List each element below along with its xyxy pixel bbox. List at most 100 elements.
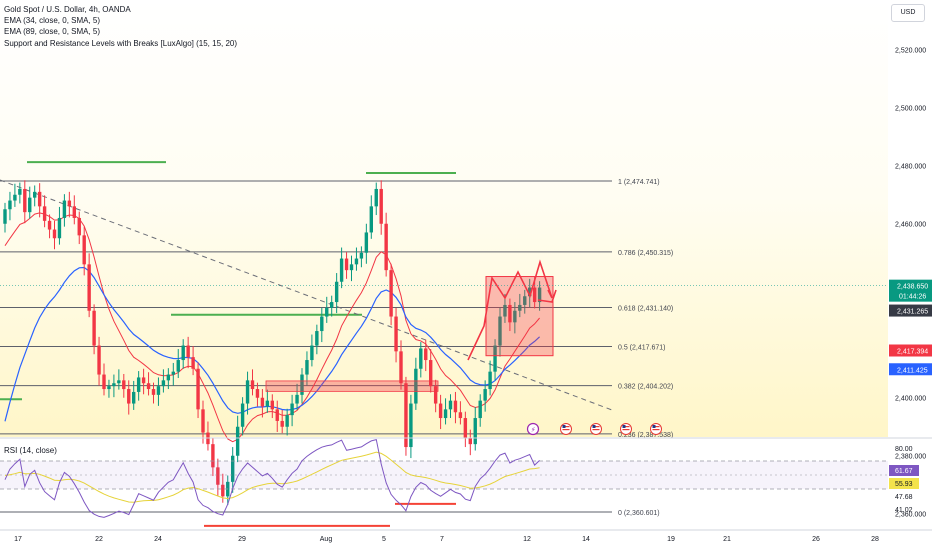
price-pane-background	[0, 0, 888, 437]
candle-body	[528, 287, 532, 297]
currency-button[interactable]: USD	[891, 4, 925, 22]
candle-body	[211, 444, 215, 468]
indicator-ema89[interactable]: EMA (89, close, 0, SMA, 5)	[4, 27, 101, 37]
candle-body	[52, 229, 57, 239]
fib-label-0-618: 0.618 (2,431.140)	[618, 305, 673, 312]
price-tick-label: 2,520.000	[895, 48, 926, 55]
candle-body	[136, 377, 141, 392]
price-tick-label: 2,400.000	[895, 396, 926, 403]
price-tick-label: 2,360.000	[895, 512, 926, 519]
candle-body	[344, 258, 349, 271]
candle-body	[161, 380, 166, 387]
price-tick-label: 2,500.000	[895, 106, 926, 113]
candle-body	[18, 188, 22, 195]
indicator-sr-luxalgo[interactable]: Support and Resistance Levels with Break…	[4, 38, 238, 48]
candle-body	[334, 281, 339, 303]
candle-body	[151, 389, 156, 395]
candle-body	[221, 484, 225, 497]
candle-body	[82, 235, 86, 265]
flag-stripe-icon	[652, 429, 660, 431]
candle-body	[290, 403, 294, 416]
candle-body	[8, 200, 12, 210]
candle-body	[122, 380, 126, 390]
candle-body	[166, 374, 171, 381]
projection-path	[467, 259, 553, 361]
rsi-value-badge-bg	[889, 465, 919, 476]
time-label: 7	[440, 536, 444, 543]
candle-body	[112, 383, 116, 387]
ema89-badge: 2,411.425	[897, 367, 928, 374]
candle-body	[87, 264, 91, 311]
candle-body	[354, 258, 359, 265]
candle-body	[537, 287, 542, 303]
candle-body	[191, 357, 195, 369]
candle-body	[72, 206, 76, 218]
candle-body	[409, 403, 413, 448]
candle-body	[181, 345, 185, 361]
flag-stripe-icon	[652, 426, 660, 428]
rsi-band	[0, 461, 888, 489]
event-lightning-icon	[526, 422, 540, 436]
candle-body	[532, 287, 537, 303]
candle-body	[23, 188, 27, 213]
candle-body	[374, 188, 378, 207]
candle-body	[117, 380, 121, 384]
candle-body	[97, 345, 101, 375]
fib-label-0-786: 0.786 (2,450.315)	[618, 250, 673, 257]
flag-stripe-icon	[622, 429, 630, 431]
time-label: 17	[14, 536, 22, 543]
candle-body	[77, 217, 81, 236]
indicator-ema34[interactable]: EMA (34, close, 0, SMA, 5)	[4, 16, 101, 26]
candle-body	[176, 360, 180, 372]
candle-body	[196, 368, 200, 410]
flag-stripe-icon	[592, 426, 600, 428]
candle-body	[216, 467, 220, 485]
candle-body	[300, 374, 304, 395]
candle-body	[399, 351, 403, 384]
candle-body	[473, 418, 477, 445]
candle-body	[493, 345, 497, 372]
time-label: 24	[154, 536, 162, 543]
candle-body	[171, 371, 175, 375]
projection-arrow	[537, 289, 557, 303]
rsi-title[interactable]: RSI (14, close)	[4, 446, 57, 455]
candle-body	[448, 400, 453, 410]
candle-body	[443, 409, 448, 419]
fib-label-0-5: 0.5 (2,417.671)	[618, 345, 665, 352]
candle-body	[156, 386, 161, 395]
candle-body	[468, 438, 472, 445]
candle-body	[146, 383, 151, 390]
fib-label-0-382: 0.382 (2,404.202)	[618, 384, 673, 391]
candle-body	[47, 220, 52, 230]
candle-body	[498, 316, 502, 346]
rsi-ma-badge: 55.93	[895, 481, 913, 488]
time-label: 12	[523, 536, 531, 543]
candle-body	[285, 415, 289, 427]
candle-body	[315, 331, 319, 346]
candle-body	[275, 409, 279, 421]
descending-trendline	[0, 179, 613, 411]
symbol-title[interactable]: Gold Spot / U.S. Dollar, 4h, OANDA	[4, 5, 131, 14]
candle-body	[62, 200, 67, 218]
lightning-glyph: ⚡	[531, 426, 536, 434]
last-price-badge-bg	[889, 279, 932, 302]
flag-stripe-icon	[562, 426, 570, 428]
candle-body	[359, 252, 364, 259]
candle-body	[245, 380, 250, 404]
breakout-zone-box	[265, 380, 439, 392]
chart-legend: Gold Spot / U.S. Dollar, 4h, OANDA EMA (…	[4, 4, 237, 49]
flag-stripe-icon	[562, 429, 570, 431]
candle-body	[364, 232, 369, 253]
candle-body	[463, 418, 468, 439]
countdown-badge: 01:44:26	[899, 294, 926, 301]
candle-body	[429, 360, 433, 387]
candle-body	[453, 400, 458, 413]
flag-canton-icon	[592, 425, 596, 428]
rsi-level-upper: 47.68	[895, 494, 913, 501]
time-label: 5	[382, 536, 386, 543]
candle-body	[231, 455, 235, 482]
candle-body	[255, 389, 260, 398]
price-tick-label: 2,460.000	[895, 222, 926, 229]
candle-body	[3, 209, 7, 224]
